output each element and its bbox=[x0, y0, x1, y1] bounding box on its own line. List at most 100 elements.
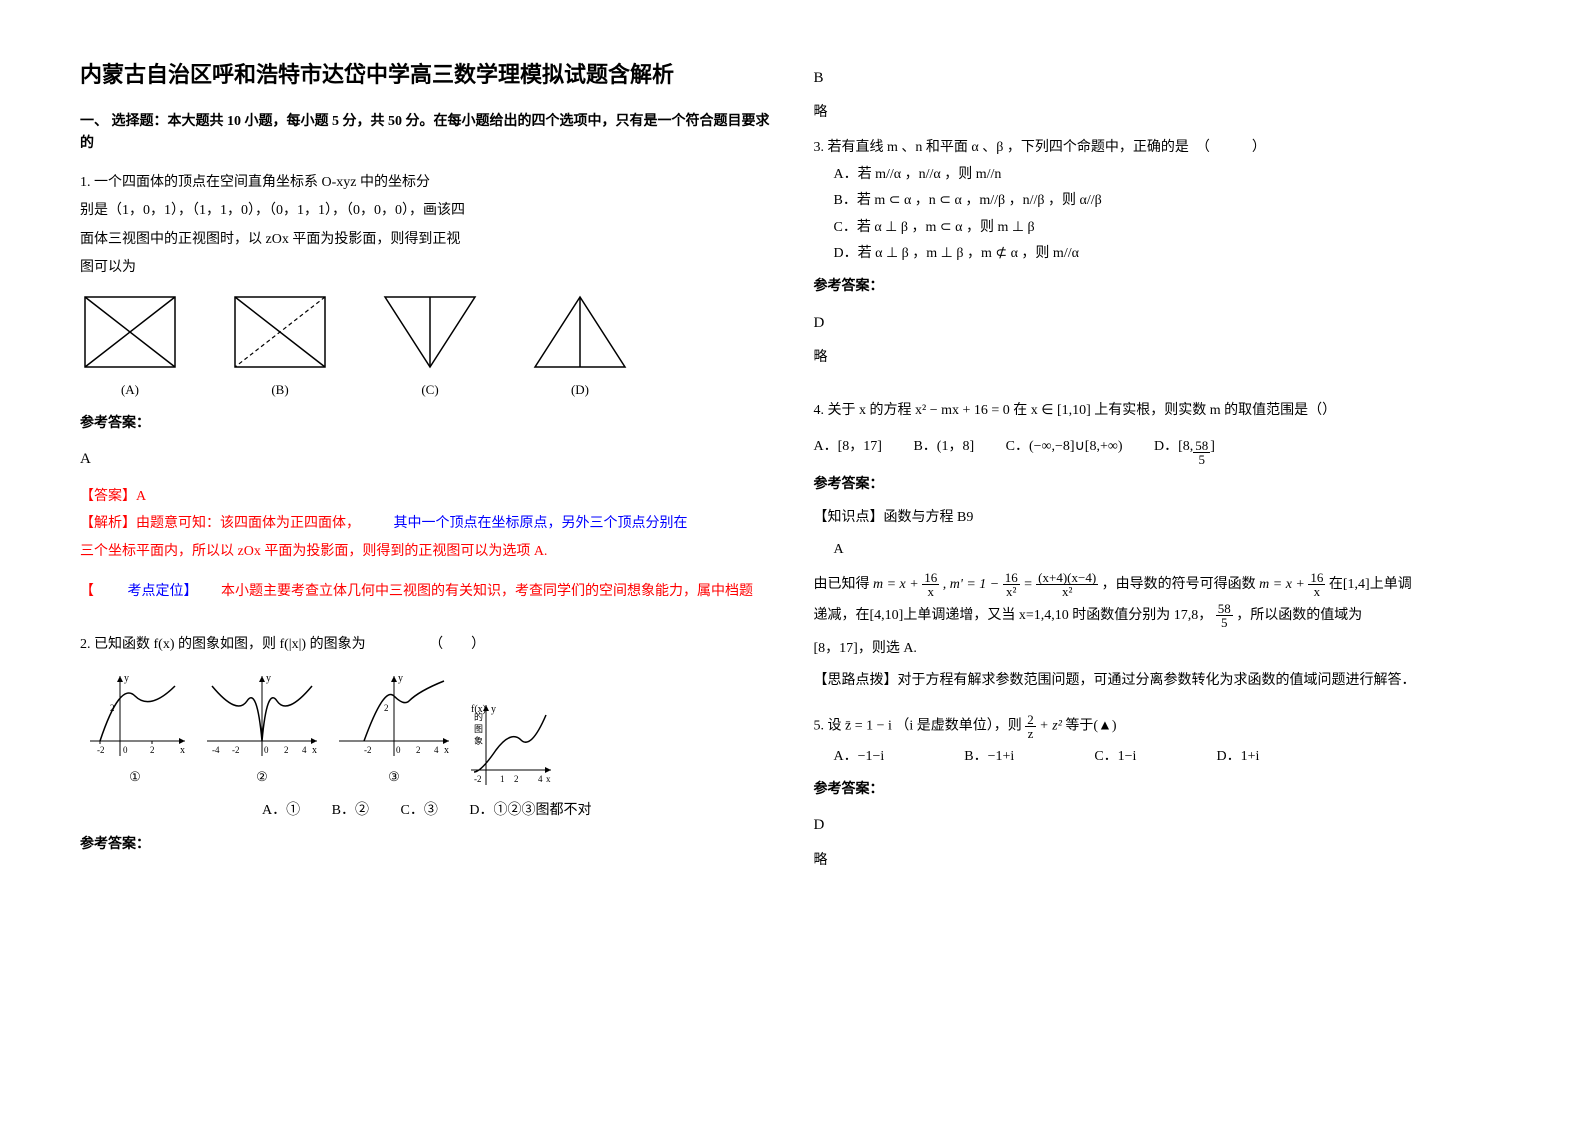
q4-l2b: ，所以函数的值域为 bbox=[1236, 608, 1362, 623]
q2-paren: （ ） bbox=[429, 637, 485, 652]
svg-text:图: 图 bbox=[474, 724, 483, 734]
svg-text:4: 4 bbox=[434, 745, 439, 755]
svg-text:y: y bbox=[398, 673, 403, 684]
q4-f1d2: x bbox=[1308, 585, 1325, 598]
svg-text:象: 象 bbox=[474, 735, 483, 746]
q4-l2a: 递减，在[4,10]上单调递增，又当 x=1,4,10 时函数值分别为 17,8… bbox=[814, 608, 1213, 623]
q5-tail: + z² bbox=[1039, 719, 1062, 734]
svg-text:x: x bbox=[444, 745, 449, 756]
section1-head: 一、 选择题：本大题共 10 小题，每小题 5 分，共 50 分。在每小题给出的… bbox=[80, 111, 774, 156]
svg-text:4: 4 bbox=[538, 774, 543, 784]
q3-answer: D bbox=[814, 309, 1508, 338]
q4-opt-c: C．(−∞,−8]∪[8,+∞) bbox=[1006, 434, 1123, 461]
q3-a: A．若 m//α ，n//α ，则 m//n bbox=[814, 162, 1508, 189]
q4-l1b: ，由导数的符号可得函数 bbox=[1102, 577, 1256, 592]
question-2: 2. 已知函数 f(x) 的图象如图，则 f(|x|) 的图象为 （ ） y x… bbox=[80, 632, 774, 864]
q4-58d: 5 bbox=[1216, 616, 1233, 629]
question-3: 3. 若有直线 m 、n 和平面 α 、β ，下列四个命题中，正确的是 （ ） … bbox=[814, 135, 1508, 386]
q4-f2n: 16 bbox=[1003, 571, 1020, 585]
q1-fig-a: (A) bbox=[80, 292, 180, 403]
q1-blue2: 考点定位】 bbox=[128, 584, 198, 599]
q1-red1: 【答案】A bbox=[80, 484, 774, 511]
q4-opt-a: A．[8，17] bbox=[814, 434, 882, 461]
q1-opt-d: (D) bbox=[571, 378, 589, 403]
q4-opt-a-val: [8，17] bbox=[838, 434, 882, 461]
q4-opt-d-a: 8, bbox=[1183, 434, 1194, 461]
q5-stem-row: 5. 设 z̄ = 1 − i （i 是虚数单位），则 2z + z² 等于(▲… bbox=[814, 713, 1508, 740]
svg-text:x: x bbox=[180, 745, 185, 756]
q1-fig-d: (D) bbox=[530, 292, 630, 403]
q2-fg-legend: f(x) y x 的 图 象 1 2 4 -2 bbox=[466, 700, 556, 790]
q4-kp: 【知识点】函数与方程 B9 bbox=[814, 505, 1508, 532]
q5-c: C．1−i bbox=[1094, 744, 1136, 771]
q2-fg0-label: ① bbox=[129, 765, 141, 790]
svg-text:2: 2 bbox=[514, 774, 519, 784]
svg-text:y: y bbox=[124, 673, 129, 684]
q1-answer: A bbox=[80, 445, 774, 474]
q4-options: A．[8，17] B．(1，8] C．(−∞,−8]∪[8,+∞) D．[8, … bbox=[814, 434, 1508, 466]
q4-m-eq2: = bbox=[1023, 577, 1032, 592]
q4-opt-d-den: 5 bbox=[1193, 453, 1210, 466]
q3-stem: 3. 若有直线 m 、n 和平面 α 、β ，下列四个命题中，正确的是 （ ） bbox=[814, 135, 1508, 162]
q1-line2: 别是（1，0，1），（1，1，0），（0，1，1），（0，0，0），画该四 bbox=[80, 198, 774, 225]
q2-fg1-label: ② bbox=[256, 765, 268, 790]
q2-fg2-label: ③ bbox=[388, 765, 400, 790]
q1-blue1: 其中一个顶点在坐标原点，另外三个顶点分别在 bbox=[394, 516, 688, 531]
svg-text:4: 4 bbox=[302, 745, 307, 755]
q1-opt-a: (A) bbox=[121, 378, 139, 403]
q1-opt-c: (C) bbox=[421, 378, 438, 403]
svg-text:y: y bbox=[266, 673, 271, 684]
svg-text:的: 的 bbox=[474, 711, 483, 722]
q2-answer: B bbox=[814, 70, 1508, 87]
svg-text:2: 2 bbox=[150, 745, 155, 755]
q1-explain-line1: 【解析】由题意可知：该四面体为正四面体， 其中一个顶点在坐标原点，另外三个顶点分… bbox=[80, 510, 774, 538]
q3-c: C．若 α ⊥ β ，m ⊂ α ，则 m ⊥ β bbox=[814, 215, 1508, 242]
q1-line4: 图可以为 bbox=[80, 255, 774, 282]
question-1: 1. 一个四面体的顶点在空间直角坐标系 O-xyz 中的坐标分 别是（1，0，1… bbox=[80, 170, 774, 607]
svg-text:2: 2 bbox=[384, 703, 389, 713]
q5-omit: 略 bbox=[814, 848, 1508, 875]
q4-m-eq1b: m = x + bbox=[1259, 577, 1305, 592]
q4-stem: 4. 关于 x 的方程 x² − mx + 16 = 0 在 x ∈ [1,10… bbox=[814, 398, 1508, 425]
q5-stem-b: 等于(▲) bbox=[1065, 719, 1116, 734]
q1-red5: 本小题主要考查立体几何中三视图的有关知识，考查同学们的空间想象能力，属中档题 bbox=[221, 584, 753, 599]
svg-text:0: 0 bbox=[396, 745, 401, 755]
svg-text:1: 1 bbox=[500, 774, 505, 784]
q4-f1n2: 16 bbox=[1308, 571, 1325, 585]
q5-a: A．−1−i bbox=[834, 744, 885, 771]
q2-fg1: y x -4 -2 0 2 4 ② bbox=[202, 671, 322, 790]
q2-fg0: y x -2 0 2 2 ① bbox=[80, 671, 190, 790]
q1-fig-b: (B) bbox=[230, 292, 330, 403]
q4-m-deriv: , m' = 1 − bbox=[943, 577, 1000, 592]
svg-text:-4: -4 bbox=[212, 745, 220, 755]
q1-red2: 【解析】由题意可知：该四面体为正四面体， bbox=[80, 516, 360, 531]
q3-d: D．若 α ⊥ β ，m ⊥ β ，m ⊄ α ，则 m//α bbox=[814, 241, 1508, 268]
q5-answer: D bbox=[814, 811, 1508, 840]
q1-figure-row: (A) (B) bbox=[80, 292, 774, 403]
q2-stem: 2. 已知函数 f(x) 的图象如图，则 f(|x|) 的图象为 bbox=[80, 637, 366, 652]
q4-opt-b-val: (1，8] bbox=[937, 434, 974, 461]
left-column: 内蒙古自治区呼和浩特市达岱中学高三数学理模拟试题含解析 一、 选择题：本大题共 … bbox=[80, 60, 774, 1062]
q5-options: A．−1−i B．−1+i C．1−i D．1+i bbox=[814, 744, 1508, 771]
q4-f3d: x² bbox=[1036, 585, 1098, 598]
q5-b: B．−1+i bbox=[964, 744, 1014, 771]
q2-options: A．① B．② C．③ D．①②③图都不对 bbox=[80, 798, 774, 825]
q4-opt-b: B．(1，8] bbox=[913, 434, 974, 461]
svg-text:0: 0 bbox=[264, 745, 269, 755]
q1-ans-label: 参考答案： bbox=[80, 411, 774, 438]
q4-ans-label: 参考答案： bbox=[814, 472, 1508, 499]
q4-opt-c-val: (−∞,−8]∪[8,+∞) bbox=[1029, 434, 1123, 461]
q4-m-eq1: m = x + bbox=[873, 577, 919, 592]
q5-ed: z bbox=[1025, 727, 1036, 740]
q4-l1c: 在[1,4]上单调 bbox=[1329, 577, 1412, 592]
svg-text:0: 0 bbox=[123, 745, 128, 755]
q2-stem-row: 2. 已知函数 f(x) 的图象如图，则 f(|x|) 的图象为 （ ） bbox=[80, 632, 774, 659]
q1-line3: 面体三视图中的正视图时，以 zOx 平面为投影面，则得到正视 bbox=[80, 227, 774, 254]
q1-fig-c: (C) bbox=[380, 292, 480, 403]
q2-opt-c: C．③ bbox=[401, 803, 438, 818]
q4-f3n: (x+4)(x−4) bbox=[1036, 571, 1098, 585]
svg-text:x: x bbox=[312, 745, 317, 756]
q5-ans-label: 参考答案： bbox=[814, 777, 1508, 804]
q1-red3: 三个坐标平面内，所以以 zOx 平面为投影面，则得到的正视图可以为选项 A. bbox=[80, 538, 774, 566]
svg-text:-2: -2 bbox=[474, 774, 482, 784]
